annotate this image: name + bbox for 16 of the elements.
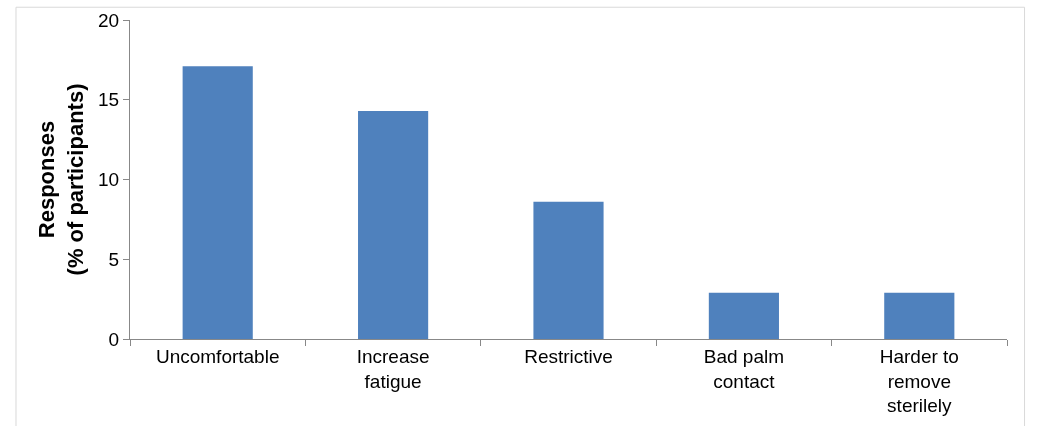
y-tick-label: 15	[98, 89, 120, 111]
x-tick-label: Harder to remove sterilely	[879, 345, 959, 417]
y-tick-label: 0	[108, 328, 120, 350]
x-tick-label: Increase fatigue	[356, 345, 430, 392]
y-axis-title: Responses (% of participants)	[34, 83, 88, 276]
x-tick-label: Restrictive	[524, 345, 613, 367]
y-tick-label: 20	[98, 9, 120, 31]
x-tick-label: Bad palm contact	[703, 345, 785, 392]
bar	[884, 292, 955, 339]
bar	[533, 201, 604, 339]
bar	[708, 292, 779, 339]
bar	[358, 110, 429, 339]
bar	[182, 66, 253, 339]
x-tick-label: Uncomfortable	[155, 345, 280, 367]
y-tick-label: 10	[98, 169, 120, 191]
y-tick-label: 5	[108, 248, 120, 270]
